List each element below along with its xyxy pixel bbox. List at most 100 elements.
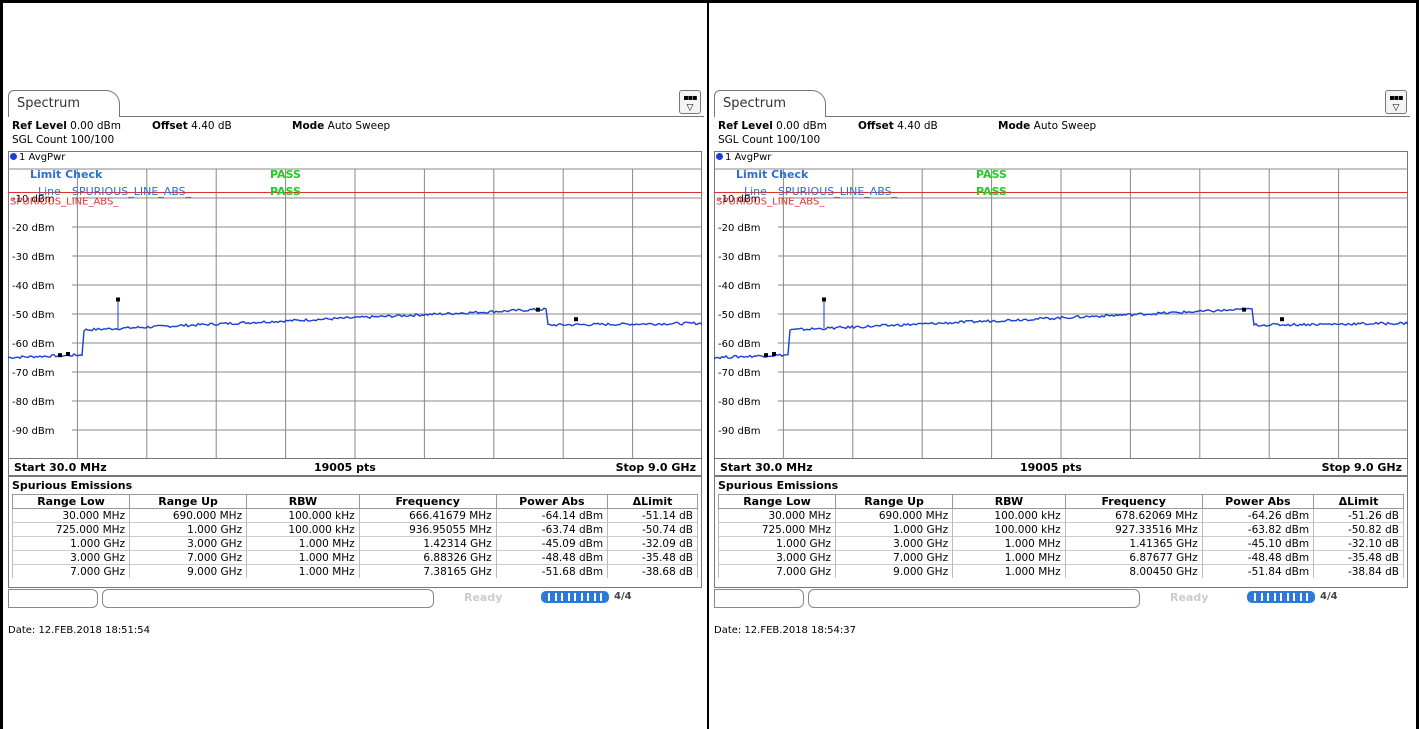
sweep-count: 4/4 <box>614 591 632 602</box>
status-message-field[interactable] <box>102 589 434 608</box>
sgl-count: SGL Count 100/100 <box>718 134 821 146</box>
frequency-axis-bar: Start 30.0 MHz 19005 pts Stop 9.0 GHz <box>8 458 702 477</box>
table-cell: 8.00450 GHz <box>1064 564 1203 578</box>
table-cell: -38.84 dB <box>1313 564 1404 578</box>
spectrum-tab[interactable]: Spectrum <box>714 90 826 117</box>
spectrum-trace <box>8 307 702 360</box>
status-field-1[interactable] <box>8 589 98 608</box>
table-cell: -63.82 dBm <box>1201 522 1315 537</box>
table-cell: 100.000 kHz <box>952 522 1066 537</box>
table-cell: 690.000 MHz <box>129 508 248 523</box>
table-cell: 1.42314 GHz <box>358 536 497 551</box>
measurement-settings: Ref Level 0.00 dBm Offset 4.40 dB Mode A… <box>718 120 1096 146</box>
peak-marker <box>536 307 540 312</box>
sweep-points: 19005 pts <box>314 461 376 474</box>
table-cell: 1.000 MHz <box>952 564 1066 578</box>
y-tick-label: -80 dBm <box>12 397 54 408</box>
column-header: Range Low <box>717 494 837 509</box>
column-header: ΔLimit <box>607 494 698 509</box>
line-label: Line <box>38 185 61 198</box>
spectrum-tab-label: Spectrum <box>17 96 80 111</box>
status-message-field[interactable] <box>808 589 1140 608</box>
table-cell: 100.000 kHz <box>952 508 1066 523</box>
table-cell: 9.000 GHz <box>835 564 954 578</box>
offset-label: Offset <box>152 120 188 132</box>
screenshot-date: Date: 12.FEB.2018 18:54:37 <box>714 625 857 636</box>
column-header: RBW <box>952 494 1066 509</box>
sweep-points: 19005 pts <box>1020 461 1082 474</box>
table-row: 1.000 GHz 3.000 GHz 1.000 MHz 1.41365 GHz -4… <box>717 536 1404 551</box>
menu-expand-button[interactable]: ▪▪▪ ▽ <box>1385 90 1407 114</box>
table-cell: -32.09 dB <box>607 536 698 551</box>
limit-line-label: SPURIOUS_LINE_ABS_ <box>716 196 825 207</box>
table-cell: 666.41679 MHz <box>358 508 497 523</box>
spurious-emissions-panel: Spurious Emissions Range Low Range Up RBW F… <box>8 476 702 588</box>
y-tick-label: -70 dBm <box>12 368 54 379</box>
y-tick-label: -90 dBm <box>718 426 760 437</box>
table-cell: 9.000 GHz <box>129 564 248 578</box>
line-label: Line <box>744 185 767 198</box>
trace-label: 1 AvgPwr <box>725 152 772 163</box>
sweep-count: 4/4 <box>1320 591 1338 602</box>
y-tick-label: -10 dBm <box>12 194 54 205</box>
y-tick-label: -10 dBm <box>718 194 760 205</box>
y-tick-label: -40 dBm <box>718 281 760 292</box>
status-field-1[interactable] <box>714 589 804 608</box>
table-row: 30.000 MHz 690.000 MHz 100.000 kHz 678.6206… <box>717 508 1404 523</box>
trace-indicator: 1 AvgPwr <box>716 152 771 163</box>
status-bar: Ready 4/4 <box>714 588 1408 608</box>
table-cell: 7.000 GHz <box>835 550 954 565</box>
column-header: Power Abs <box>1201 494 1315 509</box>
table-cell: 1.000 MHz <box>952 536 1066 551</box>
peak-marker <box>1242 307 1246 312</box>
tab-underline <box>119 116 704 117</box>
chevron-down-icon: ▽ <box>1392 103 1400 113</box>
table-cell: -51.84 dBm <box>1201 564 1315 578</box>
analyzer-screen-2: Spectrum ▪▪▪ ▽ Ref Level 0.00 dBm Offset… <box>710 0 1410 729</box>
table-row: 7.000 GHz 9.000 GHz 1.000 MHz 8.00450 GHz -5… <box>717 564 1404 578</box>
ref-level-label: Ref Level <box>718 120 773 132</box>
table-cell: -63.74 dBm <box>495 522 609 537</box>
table-cell: 678.62069 MHz <box>1064 508 1203 523</box>
menu-expand-button[interactable]: ▪▪▪ ▽ <box>679 90 701 114</box>
spurious-emissions-title: Spurious Emissions <box>718 479 839 492</box>
limit-line-label: SPURIOUS_LINE_ABS_ <box>10 196 119 207</box>
y-tick-label: -20 dBm <box>718 223 760 234</box>
sweep-progress-bar <box>541 591 609 603</box>
offset-value: 4.40 dB <box>191 120 232 132</box>
status-ready-text: Ready <box>464 591 503 604</box>
column-header: ΔLimit <box>1313 494 1404 509</box>
mode-value: Auto Sweep <box>327 120 391 132</box>
line-name: SPURIOUS_LINE_ABS_ <box>778 185 898 198</box>
table-row: 3.000 GHz 7.000 GHz 1.000 MHz 6.88326 GHz -4… <box>11 550 698 565</box>
y-tick-label: -90 dBm <box>12 426 54 437</box>
table-row: 3.000 GHz 7.000 GHz 1.000 MHz 6.87677 GHz -4… <box>717 550 1404 565</box>
chevron-down-icon: ▽ <box>686 103 694 113</box>
table-row: 725.000 MHz 1.000 GHz 100.000 kHz 936.95055… <box>11 522 698 537</box>
spectrum-tab[interactable]: Spectrum <box>8 90 120 117</box>
spectrum-tab-label: Spectrum <box>723 96 786 111</box>
table-cell: -48.48 dBm <box>1201 550 1315 565</box>
spectrum-trace <box>714 307 1408 360</box>
table-cell: 1.000 MHz <box>246 564 360 578</box>
table-cell: 7.38165 GHz <box>358 564 497 578</box>
table-cell: 690.000 MHz <box>835 508 954 523</box>
keyboard-icon: ▪▪▪ <box>683 93 697 102</box>
table-row: 1.000 GHz 3.000 GHz 1.000 MHz 1.42314 GHz -4… <box>11 536 698 551</box>
limit-check-result: PASS <box>976 168 1007 181</box>
spectrum-plot[interactable]: -10 dBm -20 dBm -30 dBm -40 dBm -50 dBm -60 d… <box>8 151 702 458</box>
peak-marker <box>772 352 776 357</box>
table-cell: 6.88326 GHz <box>358 550 497 565</box>
column-header: Frequency <box>358 494 497 509</box>
table-cell: 1.000 MHz <box>246 536 360 551</box>
line-name: SPURIOUS_LINE_ABS_ <box>72 185 192 198</box>
table-cell: 6.87677 GHz <box>1064 550 1203 565</box>
table-cell: 1.000 MHz <box>952 550 1066 565</box>
y-tick-label: -60 dBm <box>12 339 54 350</box>
column-header: Range Up <box>835 494 954 509</box>
start-frequency: Start 30.0 MHz <box>14 461 107 474</box>
offset-value: 4.40 dB <box>897 120 938 132</box>
y-tick-label: -30 dBm <box>12 252 54 263</box>
spectrum-plot[interactable]: -10 dBm -20 dBm -30 dBm -40 dBm -50 dBm -60 d… <box>714 151 1408 458</box>
line-result: PASS <box>976 185 1007 198</box>
